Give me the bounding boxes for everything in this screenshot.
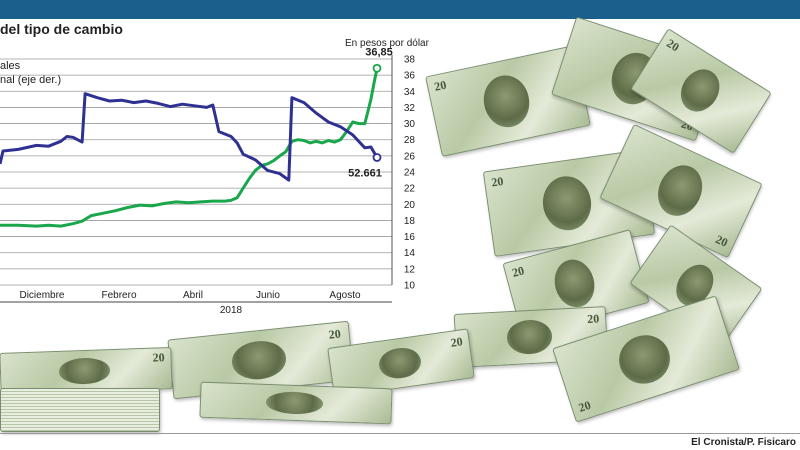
units-label: En pesos por dólar (345, 38, 429, 49)
x-tick-label: Diciembre (19, 290, 64, 301)
y-tick-label: 10 (404, 281, 416, 292)
series-end-label-1: 36,85 (365, 46, 393, 58)
series-layer: 36,85 52.661 (0, 46, 393, 228)
y-tick-label: 30 (404, 119, 416, 130)
banknote-denomination: 20 (152, 350, 165, 365)
banknote-portrait (672, 61, 728, 119)
footer-rule (0, 433, 800, 434)
y-tick-label: 18 (404, 216, 416, 227)
y-tick-label: 16 (404, 232, 416, 243)
series-line-2 (0, 92, 379, 182)
chart-title: del tipo de cambio (0, 21, 123, 37)
banknote-portrait (58, 357, 111, 385)
y-tick-label: 12 (404, 264, 416, 275)
banknote-denomination: 20 (490, 173, 505, 190)
banknote-stack (0, 388, 160, 432)
banknote-portrait (376, 345, 423, 382)
banknote-denomination: 20 (576, 397, 593, 415)
y-tick-label: 36 (404, 71, 416, 82)
y-tick-label: 38 (404, 55, 416, 66)
x-tick-label: Febrero (101, 290, 136, 301)
banknote-portrait (265, 391, 323, 415)
credit-label: El Cronista/P. Fisicaro (691, 437, 796, 448)
banknote-portrait (549, 255, 600, 312)
legend-item-2: nal (eje der.) (0, 74, 62, 86)
banknote-denomination: 20 (586, 311, 600, 327)
series-end-label-2: 52.661 (348, 167, 382, 179)
banknote-denomination: 20 (713, 232, 731, 250)
x-tick-label: Abril (183, 290, 203, 301)
x-tick-label: Agosto (329, 290, 361, 301)
banknote-portrait (506, 319, 553, 355)
banknote-denomination: 20 (328, 326, 342, 342)
banknote-denomination: 20 (510, 263, 526, 280)
series-end-marker-2 (372, 153, 382, 162)
series-end-marker-1 (372, 63, 382, 73)
right-axis: 10 12 14 16 18 20 22 24 26 28 30 32 34 36 38 (391, 55, 416, 292)
banknote-denomination: 20 (449, 334, 464, 350)
y-tick-label: 22 (404, 184, 416, 195)
y-tick-label: 34 (404, 87, 416, 98)
y-tick-label: 24 (404, 168, 416, 179)
y-tick-label: 28 (404, 135, 416, 146)
legend-item-1: ales (0, 60, 21, 72)
x-tick-label: Junio (256, 290, 280, 301)
banknote-portrait (649, 158, 710, 223)
banknote-denomination: 20 (433, 77, 448, 94)
banknote-portrait (539, 173, 595, 234)
banknote-portrait (479, 71, 534, 132)
y-tick-label: 20 (404, 200, 416, 211)
header-bar (0, 0, 800, 19)
banknote-portrait (612, 328, 677, 391)
year-label: 2018 (220, 305, 243, 316)
banknote-portrait (230, 338, 288, 382)
x-axis: Diciembre Febrero Abril Junio Agosto 2018 (0, 290, 392, 316)
chart-grid (0, 58, 392, 286)
y-tick-label: 26 (404, 151, 416, 162)
series-line-1 (0, 68, 379, 228)
y-tick-label: 32 (404, 103, 416, 114)
banknote-denomination: 20 (664, 36, 682, 55)
y-tick-label: 14 (404, 248, 416, 259)
banknote-image (199, 381, 393, 425)
